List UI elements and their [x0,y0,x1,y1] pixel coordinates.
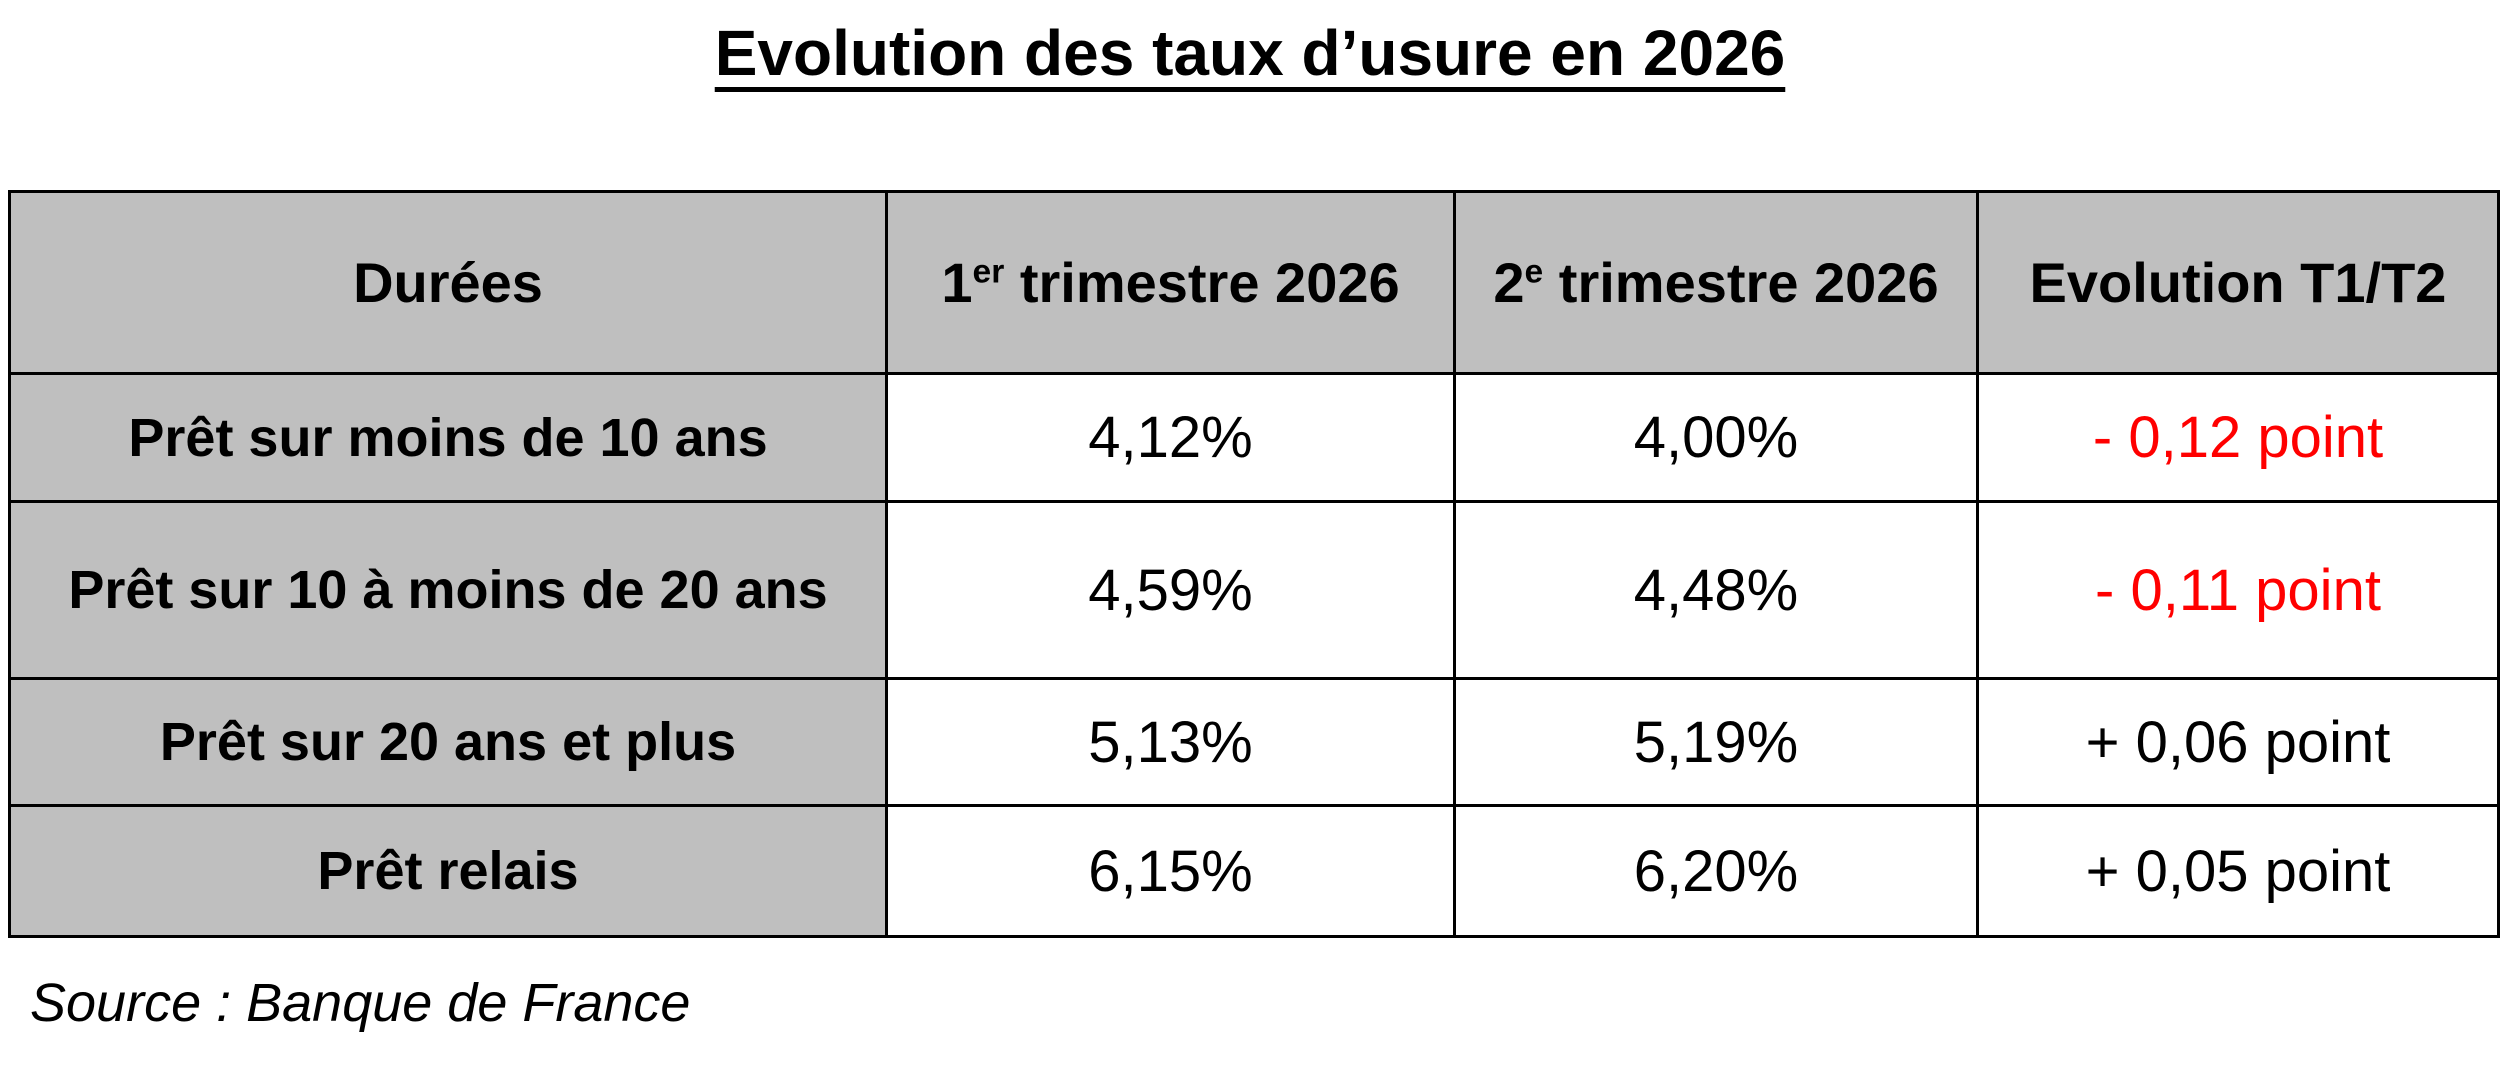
table-row: Prêt sur 10 à moins de 20 ans 4,59% 4,48… [8,500,2500,680]
q1-superscript: er [972,253,1005,291]
evolution-value-cell: + 0,06 point [1976,677,2500,807]
usury-rates-table: Durées 1er trimestre 2026 2e trimestre 2… [8,190,2500,938]
t2-value-cell: 4,00% [1453,372,1979,503]
table-row: Prêt relais 6,15% 6,20% + 0,05 point [8,804,2500,938]
col-header-evolution: Evolution T1/T2 [1976,190,2500,375]
col-header-q1-2026: 1er trimestre 2026 [885,190,1456,375]
evolution-value-cell: - 0,11 point [1976,500,2500,680]
evolution-value-cell: - 0,12 point [1976,372,2500,503]
duration-label-cell: Prêt relais [8,804,888,938]
table-header-row: Durées 1er trimestre 2026 2e trimestre 2… [8,190,2500,375]
table-row: Prêt sur 20 ans et plus 5,13% 5,19% + 0,… [8,677,2500,807]
table-row: Prêt sur moins de 10 ans 4,12% 4,00% - 0… [8,372,2500,503]
t1-value-cell: 4,12% [885,372,1456,503]
t1-value-cell: 6,15% [885,804,1456,938]
col-header-durees: Durées [8,190,888,375]
evolution-value-cell: + 0,05 point [1976,804,2500,938]
col-header-q2-2026: 2e trimestre 2026 [1453,190,1979,375]
q2-superscript: e [1524,253,1544,291]
duration-label-cell: Prêt sur moins de 10 ans [8,372,888,503]
q2-label-rest: trimestre 2026 [1543,251,1939,314]
duration-label-cell: Prêt sur 10 à moins de 20 ans [8,500,888,680]
source-caption: Source : Banque de France [30,973,691,1033]
page-title: Evolution des taux d’usure en 2026 [0,16,2500,90]
usury-rates-table-container: Durées 1er trimestre 2026 2e trimestre 2… [8,190,2500,938]
t2-value-cell: 6,20% [1453,804,1979,938]
q2-number: 2 [1493,251,1525,314]
t2-value-cell: 5,19% [1453,677,1979,807]
t2-value-cell: 4,48% [1453,500,1979,680]
t1-value-cell: 5,13% [885,677,1456,807]
duration-label-cell: Prêt sur 20 ans et plus [8,677,888,807]
t1-value-cell: 4,59% [885,500,1456,680]
q1-number: 1 [941,251,973,314]
page-title-text: Evolution des taux d’usure en 2026 [714,17,1786,89]
q1-label-rest: trimestre 2026 [1004,251,1400,314]
